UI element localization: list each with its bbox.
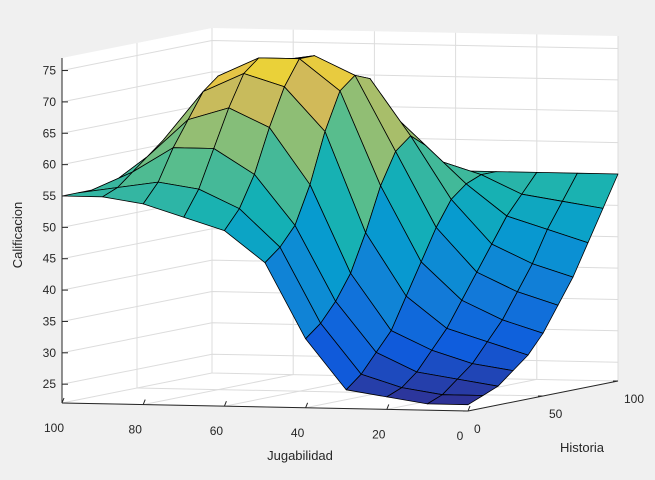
z-axis-label: Calificacion <box>10 202 25 268</box>
z-tick-label: 40 <box>43 283 57 297</box>
x-tick-label: 80 <box>129 423 143 437</box>
z-tick-label: 55 <box>43 189 57 203</box>
x-tick-label: 60 <box>210 424 224 438</box>
x-tick-mark <box>467 405 471 412</box>
x-axis-tick-labels: 100 80 60 40 20 0 <box>44 397 471 443</box>
z-tick-label: 35 <box>43 314 57 328</box>
x-tick-label: 0 <box>457 429 464 443</box>
x-axis-line <box>61 402 469 412</box>
y-tick-label: 50 <box>549 407 563 421</box>
x-tick-mark <box>142 399 146 405</box>
z-tick-label: 75 <box>43 64 57 78</box>
z-tick-label: 45 <box>43 252 57 266</box>
z-tick-label: 25 <box>43 377 57 391</box>
x-tick-mark <box>305 402 309 408</box>
y-tick-label: 100 <box>624 392 644 406</box>
x-tick-mark <box>386 404 390 410</box>
x-tick-mark <box>61 397 65 404</box>
y-axis-label: Historia <box>560 440 605 455</box>
surface-mesh <box>61 55 619 406</box>
x-axis-label: Jugabilidad <box>267 448 333 463</box>
x-tick-mark <box>223 401 227 407</box>
z-tick-label: 65 <box>43 126 57 140</box>
z-tick-label: 30 <box>43 346 57 360</box>
y-tick-label: 0 <box>474 422 481 436</box>
y-axis-tick-labels: 0 50 100 <box>463 380 644 436</box>
z-tick-label: 50 <box>43 220 57 234</box>
z-axis-tick-labels: 25 30 35 40 45 50 55 60 65 70 75 <box>43 64 68 391</box>
surface-patch <box>426 394 484 406</box>
x-tick-label: 100 <box>44 421 64 435</box>
x-tick-label: 20 <box>372 427 386 441</box>
z-tick-label: 70 <box>43 95 57 109</box>
x-tick-label: 40 <box>291 426 305 440</box>
z-tick-label: 60 <box>43 158 57 172</box>
